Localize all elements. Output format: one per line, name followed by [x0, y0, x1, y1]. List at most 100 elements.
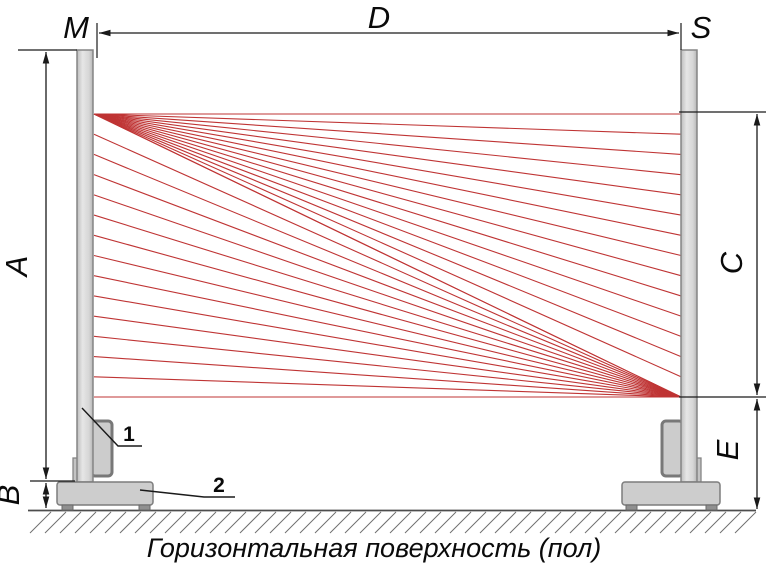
hatch-stroke: [599, 511, 622, 534]
hatch-stroke: [134, 511, 157, 534]
light-beam: [93, 295, 682, 398]
hatch-stroke: [494, 511, 517, 534]
master-base-foot: [61, 504, 74, 511]
light-beam: [93, 113, 682, 398]
light-beam: [93, 113, 682, 378]
hatch-stroke: [479, 511, 502, 534]
light-beam: [93, 113, 682, 176]
callout-1-number: 1: [123, 423, 135, 446]
light-beam: [93, 174, 682, 398]
hatch-stroke: [584, 511, 607, 534]
callout-2: [139, 489, 235, 498]
master-base-foot: [138, 504, 151, 511]
receiver-unit-right: [660, 419, 685, 478]
hatch-stroke: [284, 511, 307, 534]
ground-surface: [28, 509, 757, 534]
ground-hatching: [29, 511, 757, 534]
callout-1: [81, 407, 142, 447]
dim-label-c: C: [714, 251, 749, 274]
light-beam: [93, 133, 682, 398]
hatch-stroke: [269, 511, 292, 534]
hatch-stroke: [629, 511, 652, 534]
light-beam: [93, 234, 682, 398]
hatch-stroke: [119, 511, 142, 534]
hatch-stroke: [539, 511, 562, 534]
callout-2-number: 2: [213, 474, 225, 497]
hatch-stroke: [44, 511, 67, 534]
light-beam: [93, 153, 682, 398]
light-beam: [93, 113, 682, 277]
callout-leader: [81, 407, 142, 447]
slave-column: [680, 49, 698, 483]
hatch-stroke: [179, 511, 202, 534]
hatch-stroke: [224, 511, 247, 534]
hatch-stroke: [464, 511, 487, 534]
slave-base-foot: [705, 504, 718, 511]
hatch-stroke: [419, 511, 442, 534]
light-beam: [93, 113, 682, 317]
hatch-stroke: [674, 511, 697, 534]
light-beam: [93, 315, 682, 398]
hatch-stroke: [644, 511, 667, 534]
hatch-stroke: [194, 511, 217, 534]
light-beam: [93, 214, 682, 398]
beam-fan-group: [93, 113, 682, 398]
hatch-stroke: [719, 511, 742, 534]
dimension-a: [18, 49, 77, 482]
hatch-stroke: [704, 511, 727, 534]
dimension-c: [679, 111, 766, 398]
hatch-stroke: [74, 511, 97, 534]
light-beam: [93, 254, 682, 398]
dim-label-b: B: [0, 485, 26, 506]
master-base-plate: [56, 481, 154, 506]
light-beam: [93, 275, 682, 398]
hatch-stroke: [689, 511, 712, 534]
slave-column-label: S: [691, 10, 712, 45]
hatch-stroke: [29, 511, 52, 534]
slave-base-plate: [621, 481, 721, 506]
hatch-stroke: [359, 511, 382, 534]
hatch-stroke: [659, 511, 682, 534]
hatch-stroke: [344, 511, 367, 534]
light-beam: [93, 113, 682, 196]
hatch-stroke: [509, 511, 532, 534]
hatch-stroke: [569, 511, 592, 534]
hatch-stroke: [104, 511, 127, 534]
floor-caption: Горизонтальная поверхность (пол): [147, 533, 602, 563]
light-beam: [93, 335, 682, 398]
light-beam: [93, 113, 682, 257]
master-column-label: M: [63, 10, 89, 45]
hatch-stroke: [554, 511, 577, 534]
hatch-stroke: [329, 511, 352, 534]
hatch-stroke: [404, 511, 427, 534]
light-beam: [93, 113, 682, 358]
hatch-stroke: [449, 511, 472, 534]
dimension-d: [96, 23, 682, 58]
dim-label-d: D: [368, 0, 390, 35]
hatch-stroke: [254, 511, 277, 534]
hatch-stroke: [89, 511, 112, 534]
light-beam: [93, 113, 682, 216]
hatch-stroke: [614, 511, 637, 534]
hatch-stroke: [299, 511, 322, 534]
dim-label-a: A: [0, 256, 34, 279]
light-beam: [93, 376, 682, 398]
hatch-stroke: [209, 511, 232, 534]
light-beam: [93, 113, 682, 337]
light-beam: [93, 113, 682, 297]
light-beam: [93, 113, 682, 135]
hatch-stroke: [164, 511, 187, 534]
hatch-stroke: [734, 511, 757, 534]
hatch-stroke: [389, 511, 412, 534]
hatch-stroke: [314, 511, 337, 534]
light-beam: [93, 113, 682, 236]
hatch-stroke: [239, 511, 262, 534]
light-beam: [93, 194, 682, 398]
hatch-stroke: [434, 511, 457, 534]
hatch-stroke: [374, 511, 397, 534]
light-beam: [93, 113, 682, 155]
callout-leader: [139, 489, 235, 498]
hatch-stroke: [59, 511, 82, 534]
dim-label-e: E: [710, 439, 745, 460]
